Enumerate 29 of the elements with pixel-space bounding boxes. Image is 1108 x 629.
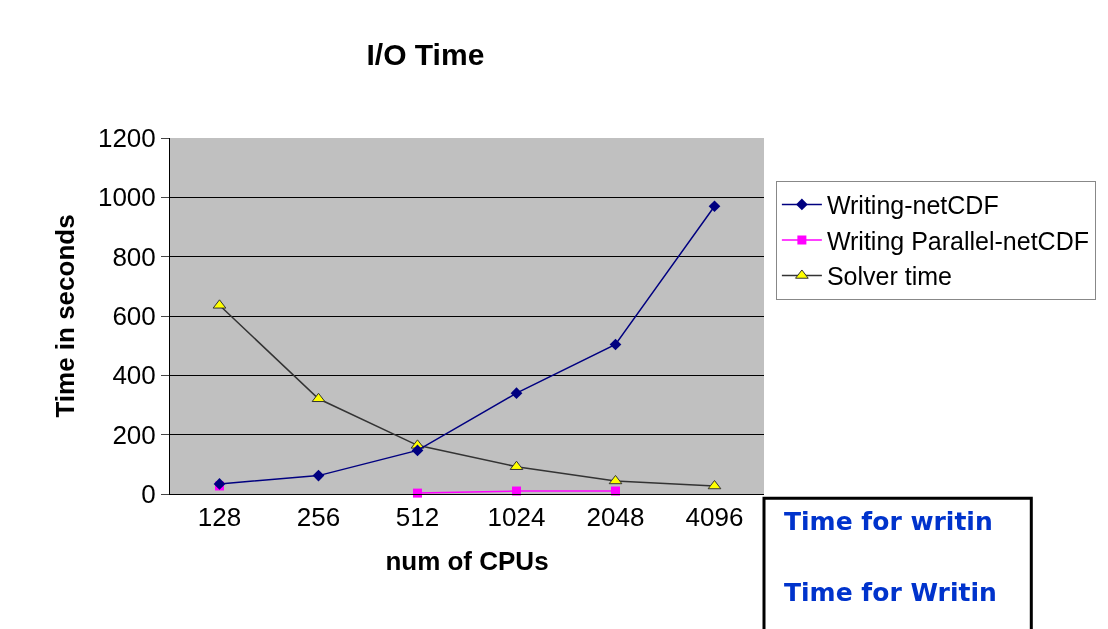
chart-title: I/O Time: [366, 38, 485, 72]
legend-label: Writing-netCDF: [826, 191, 999, 220]
x-tick-label: 256: [296, 502, 341, 533]
y-tick-label: 1200: [97, 123, 156, 154]
legend-label: Writing Parallel-netCDF: [826, 226, 1089, 255]
legend-label: Solver time: [826, 262, 952, 291]
x-axis-title: num of CPUs: [385, 545, 549, 576]
x-tick-label: 2048: [586, 502, 645, 533]
y-tick-label: 1000: [97, 182, 156, 213]
x-tick-label: 512: [395, 502, 440, 533]
x-tick-label: 128: [197, 502, 242, 533]
point: [510, 387, 523, 399]
point: [312, 469, 325, 482]
text: Time for writin: [784, 507, 993, 536]
x-tick-label: 1024: [487, 502, 546, 533]
y-axis-title: Time in seconds: [50, 214, 81, 418]
y-tick-label: 200: [112, 419, 156, 450]
y-tick-label: 0: [141, 479, 156, 510]
point: [311, 392, 326, 403]
point: [707, 479, 722, 490]
y-tick-label: 400: [112, 360, 156, 391]
y-tick-label: 800: [112, 241, 156, 272]
y-tick-label: 600: [112, 301, 156, 332]
text: Time for Writin: [784, 578, 997, 607]
point: [608, 474, 623, 485]
point: [411, 444, 424, 457]
point: [708, 200, 721, 213]
x-tick-label: 4096: [685, 502, 744, 533]
point: [609, 338, 622, 351]
